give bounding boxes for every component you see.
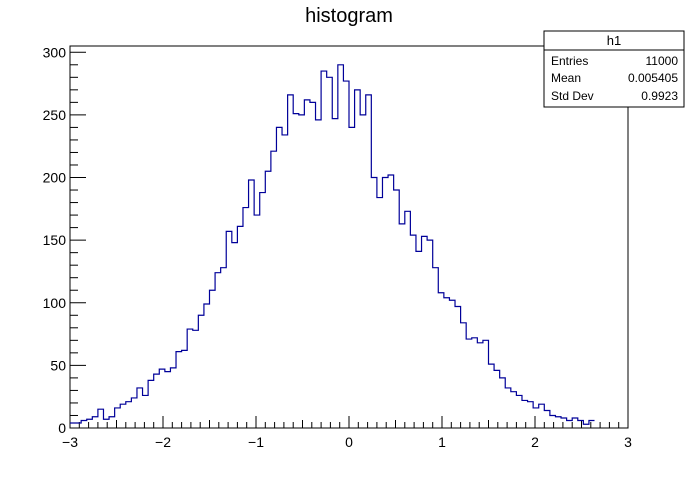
x-tick-label: −2 bbox=[155, 434, 171, 450]
x-tick-label: −1 bbox=[248, 434, 264, 450]
stats-box-title: h1 bbox=[607, 33, 621, 48]
x-tick-label: 0 bbox=[345, 434, 353, 450]
x-tick-label: 1 bbox=[438, 434, 446, 450]
y-tick-label: 200 bbox=[43, 170, 67, 186]
y-tick-label: 300 bbox=[43, 44, 67, 60]
stats-box: h1 Entries 11000 Mean 0.005405 Std Dev 0… bbox=[543, 30, 685, 108]
stats-mean-value: 0.005405 bbox=[628, 71, 678, 85]
y-tick-label: 50 bbox=[50, 357, 66, 373]
x-tick-label: 2 bbox=[531, 434, 539, 450]
stats-entries-value: 11000 bbox=[646, 54, 679, 68]
chart-title: histogram bbox=[305, 5, 393, 27]
y-tick-label: 100 bbox=[43, 295, 67, 311]
stats-stddev-label: Std Dev bbox=[551, 89, 594, 103]
stats-mean-label: Mean bbox=[551, 71, 581, 85]
y-tick-label: 150 bbox=[43, 232, 67, 248]
x-axis: −3 −2 −1 0 1 2 3 bbox=[62, 416, 632, 450]
y-axis: 0 50 100 150 200 250 300 bbox=[43, 44, 86, 436]
x-tick-label: 3 bbox=[624, 434, 632, 450]
stats-stddev-value: 0.9923 bbox=[641, 89, 678, 103]
stats-entries-label: Entries bbox=[551, 54, 588, 68]
stats-box-frame bbox=[543, 30, 685, 108]
y-tick-label: 250 bbox=[43, 107, 67, 123]
x-tick-label: −3 bbox=[62, 434, 78, 450]
histogram-series-line bbox=[70, 64, 595, 425]
y-tick-label: 0 bbox=[58, 420, 66, 436]
